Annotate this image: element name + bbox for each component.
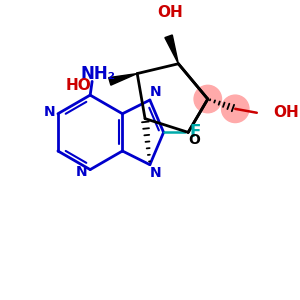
Text: HO: HO <box>65 78 91 93</box>
Polygon shape <box>165 35 178 64</box>
Text: N: N <box>150 85 162 99</box>
Text: OH: OH <box>158 5 183 20</box>
Circle shape <box>221 95 249 123</box>
Text: OH: OH <box>273 105 299 120</box>
Text: O: O <box>188 133 200 147</box>
Circle shape <box>194 85 221 113</box>
Polygon shape <box>109 74 137 85</box>
Text: N: N <box>76 165 87 178</box>
Text: N: N <box>43 105 55 119</box>
Text: N: N <box>150 166 162 179</box>
Text: F: F <box>189 123 201 141</box>
Text: NH₂: NH₂ <box>80 64 116 82</box>
